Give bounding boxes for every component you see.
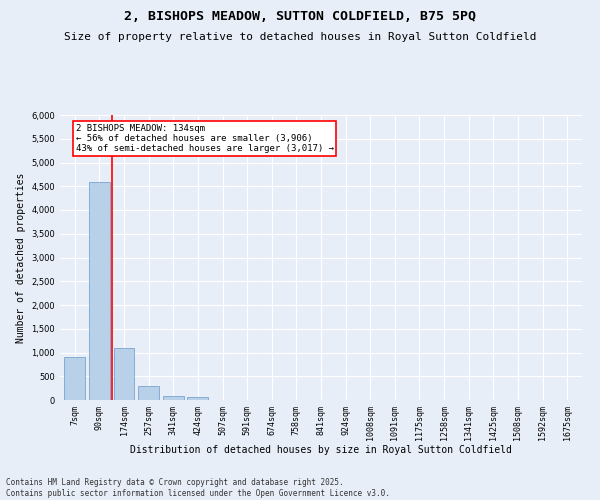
Text: Size of property relative to detached houses in Royal Sutton Coldfield: Size of property relative to detached ho… (64, 32, 536, 42)
Bar (89, 182, 110, 400)
Bar (138, 386, 159, 400)
Text: Contains HM Land Registry data © Crown copyright and database right 2025.
Contai: Contains HM Land Registry data © Crown c… (6, 478, 390, 498)
Text: 2, BISHOPS MEADOW, SUTTON COLDFIELD, B75 5PQ: 2, BISHOPS MEADOW, SUTTON COLDFIELD, B75… (124, 10, 476, 23)
Bar (187, 398, 208, 400)
X-axis label: Distribution of detached houses by size in Royal Sutton Coldfield: Distribution of detached houses by size … (130, 446, 512, 456)
Bar (64, 357, 85, 400)
Y-axis label: Number of detached properties: Number of detached properties (16, 172, 26, 342)
Text: 2 BISHOPS MEADOW: 134sqm
← 56% of detached houses are smaller (3,906)
43% of sem: 2 BISHOPS MEADOW: 134sqm ← 56% of detach… (76, 124, 334, 154)
Bar (163, 396, 184, 400)
Bar (113, 348, 134, 400)
